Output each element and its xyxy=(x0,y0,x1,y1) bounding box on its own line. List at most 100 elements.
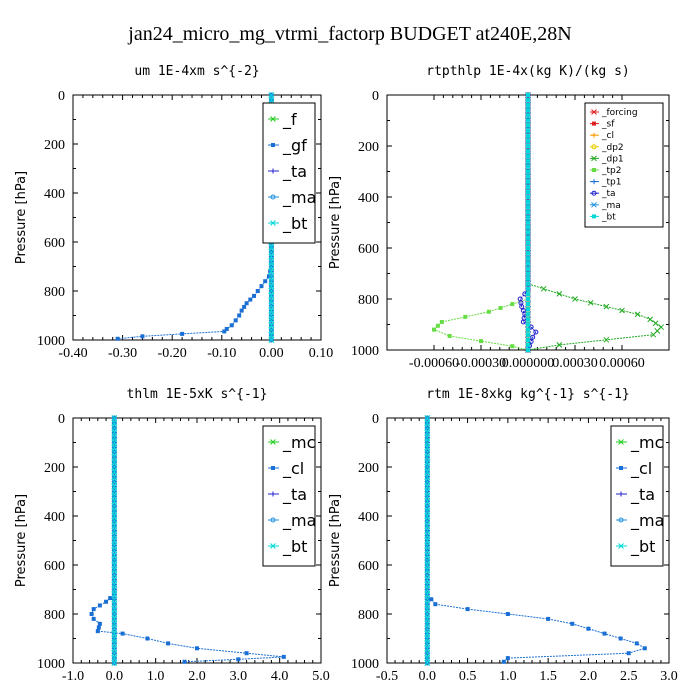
series-point xyxy=(520,319,526,325)
series-point xyxy=(111,498,118,505)
series-point xyxy=(268,248,275,255)
y-tick-label: 600 xyxy=(44,236,65,251)
y-tick-label: 800 xyxy=(44,608,65,623)
series-point xyxy=(540,285,547,292)
series-point xyxy=(526,327,530,332)
series-point xyxy=(526,138,530,143)
series-point xyxy=(91,616,96,621)
series-point xyxy=(465,607,470,612)
series-point xyxy=(526,189,530,194)
series-point xyxy=(111,513,118,519)
panel-title: thlm 1E-5xK s^{-1} xyxy=(127,387,268,402)
series-point xyxy=(424,415,431,421)
x-tick-label: -0.40 xyxy=(58,346,87,361)
series-point xyxy=(572,296,578,302)
legend-label: _ta xyxy=(601,189,616,199)
series-point xyxy=(97,603,102,608)
series-point xyxy=(268,317,275,324)
series-point xyxy=(111,601,118,608)
series-point xyxy=(526,291,530,296)
series-point xyxy=(586,626,591,631)
series-point xyxy=(424,542,431,549)
series-point xyxy=(111,655,118,661)
series-point xyxy=(111,552,118,559)
series-point xyxy=(526,276,530,281)
series-point xyxy=(111,606,118,612)
series-point xyxy=(526,312,530,317)
series-point xyxy=(111,542,118,549)
series-point xyxy=(526,118,530,123)
panel-title: rtm 1E-8xkg kg^{-1} s^{-1} xyxy=(426,387,630,402)
series-point xyxy=(526,286,530,291)
series-point xyxy=(111,415,118,421)
series-point xyxy=(424,655,431,661)
figure-title: jan24_micro_mg_vtrmi_factorp BUDGET at24… xyxy=(127,23,571,45)
series-point xyxy=(255,289,260,293)
series-point xyxy=(424,424,431,431)
series-point xyxy=(424,454,431,461)
x-tick-label: 1.0 xyxy=(147,669,165,684)
series-point xyxy=(526,317,530,322)
legend-marker xyxy=(591,144,597,150)
series-point xyxy=(111,581,118,588)
y-tick-label: 400 xyxy=(358,510,379,525)
series-point xyxy=(111,547,118,554)
series-point xyxy=(526,261,530,266)
series-point xyxy=(424,420,431,426)
series-point xyxy=(526,195,530,199)
series-point xyxy=(603,303,610,310)
series-point xyxy=(556,291,563,297)
legend-label: _ta xyxy=(630,485,655,505)
series-point xyxy=(424,493,431,500)
series-point xyxy=(526,240,530,245)
series-point xyxy=(111,630,118,637)
y-tick-label: 1000 xyxy=(351,657,379,672)
series-point xyxy=(650,331,657,338)
series-point xyxy=(510,302,515,307)
legend-label: _ta xyxy=(282,485,307,505)
series-point xyxy=(424,513,431,519)
series-point xyxy=(424,581,431,588)
y-tick-label: 800 xyxy=(44,285,65,300)
legend-label: _ma xyxy=(601,201,621,211)
series-point xyxy=(424,449,431,456)
series-point xyxy=(111,562,118,568)
series-point xyxy=(239,308,244,313)
series-point xyxy=(526,128,530,133)
legend-marker xyxy=(270,439,276,445)
series-point xyxy=(526,307,530,312)
series-point xyxy=(424,611,431,617)
series-point xyxy=(546,616,551,621)
legend-label: _dp1 xyxy=(601,154,624,164)
series-point xyxy=(268,244,275,250)
series-point xyxy=(501,659,506,664)
series-point xyxy=(111,483,118,490)
legend-marker xyxy=(591,201,597,208)
series-point xyxy=(424,571,431,578)
series-point xyxy=(268,337,275,343)
series-point xyxy=(111,469,118,475)
series-point xyxy=(180,331,185,336)
panel-thlm: thlm 1E-5xK s^{-1} Pressure [hPa] -1.0 0.0 1… xyxy=(14,387,330,684)
legend-marker xyxy=(271,143,275,147)
series-point xyxy=(424,616,431,622)
y-tick-label: 400 xyxy=(44,187,65,202)
legend-marker xyxy=(592,121,596,126)
series-point xyxy=(505,656,510,661)
series-point xyxy=(268,263,275,270)
series-point xyxy=(111,611,118,617)
panel-um: um 1E-4xm s^{-2} Pressure [hPa] -0.40 -0.30… xyxy=(14,64,333,361)
series-point xyxy=(424,522,431,529)
series-point xyxy=(626,651,631,656)
series-point xyxy=(248,297,253,302)
series-point xyxy=(526,302,530,307)
y-tick-label: 400 xyxy=(44,510,65,525)
series-point xyxy=(424,567,431,573)
series-point xyxy=(526,164,530,169)
y-tick-label: 600 xyxy=(358,242,379,257)
series-point xyxy=(479,339,483,344)
series-point xyxy=(111,620,118,627)
legend-label: _tp1 xyxy=(601,178,621,188)
panel-title: rtpthlp 1E-4x(kg K)/(kg s) xyxy=(426,64,630,79)
x-tick-label: -0.20 xyxy=(158,346,187,361)
